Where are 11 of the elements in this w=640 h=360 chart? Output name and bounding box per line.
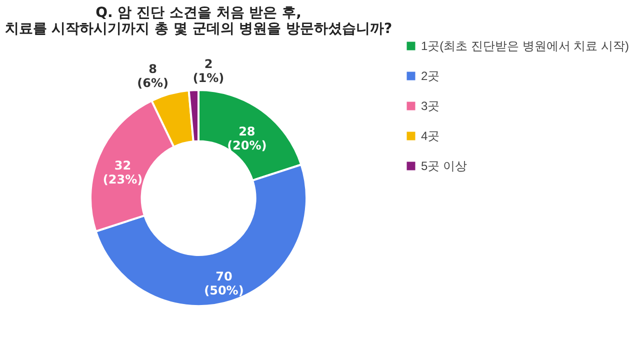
legend-label: 2곳 [421,69,440,83]
data-label: 8 (6%) [137,62,169,90]
legend-label: 1곳(최초 진단받은 병원에서 치료 시작) [421,39,630,53]
legend-label: 5곳 이상 [421,159,468,173]
data-label: 32 (23%) [102,158,143,187]
data-label: 28 (20%) [227,124,267,152]
data-label: 2 (1%) [192,57,224,86]
legend-label: 3곳 [421,99,440,113]
chart-title: Q. 암 진단 소견을 처음 받은 후, 치료를 시작하시기까지 총 몇 군데의 병원을 방문하셨습니까? [4,5,392,37]
legend-label: 4곳 [421,129,440,143]
data-label: 70 (50%) [204,269,244,298]
